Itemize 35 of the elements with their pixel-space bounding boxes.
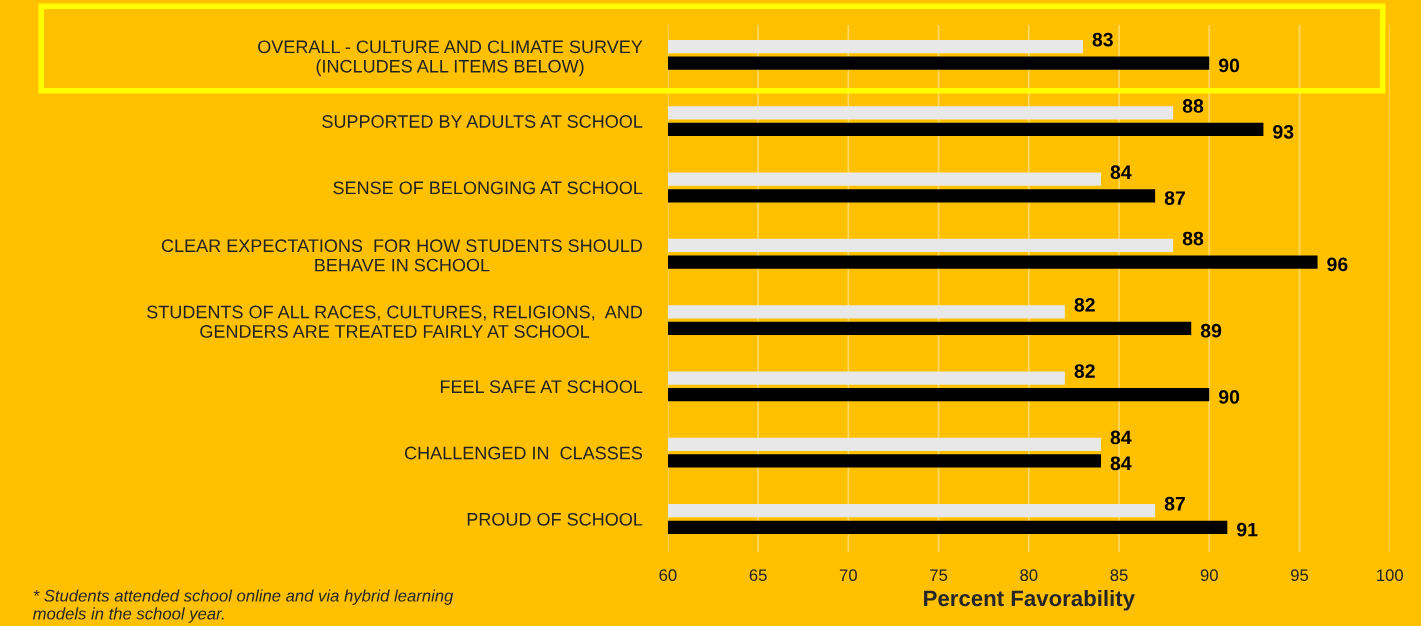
data-label: 84 [1110, 456, 1132, 471]
data-label: 87 [1164, 496, 1185, 511]
data-label: 93 [1273, 124, 1294, 139]
y-tick-label: STUDENTS OF ALL RACES, CULTURES, RELIGIONS, AND GENDERS ARE TREATED FAIRLY AT SCHOOL [147, 305, 643, 338]
data-label: 84 [1110, 165, 1132, 180]
x-tick-label: 80 [1020, 569, 1038, 582]
data-label: 88 [1182, 231, 1204, 246]
y-tick-label: SENSE OF BELONGING AT SCHOOL [333, 181, 643, 195]
x-tick-label: 95 [1291, 569, 1309, 582]
data-label: 83 [1092, 32, 1113, 47]
x-tick-label: 60 [659, 569, 677, 582]
y-tick-label: SUPPORTED BY ADULTS AT SCHOOL [322, 115, 643, 128]
x-tick-label: 75 [930, 569, 948, 582]
data-label: 82 [1074, 364, 1095, 379]
data-label: 82 [1074, 297, 1095, 312]
data-label: 96 [1327, 257, 1348, 272]
y-tick-label: CLEAR EXPECTATIONS FOR HOW STUDENTS SHOULD BEHAVE IN SCHOOL [161, 239, 642, 272]
y-tick-label: CHALLENGED IN CLASSES [404, 446, 643, 460]
data-label: 89 [1200, 323, 1222, 338]
x-tick-label: 100 [1377, 569, 1403, 582]
data-label: 91 [1237, 522, 1258, 537]
x-tick-label: 65 [749, 569, 767, 582]
x-tick-label: 90 [1200, 569, 1218, 582]
data-label: 84 [1110, 430, 1132, 445]
text: * Students attended school online and via hybrid learning models in the school year. [32, 589, 454, 623]
data-label: 88 [1182, 99, 1204, 113]
y-tick-label: FEEL SAFE AT SCHOOL [440, 380, 643, 394]
x-axis-title: Percent Favorability [924, 589, 1135, 611]
data-label: 90 [1218, 58, 1240, 73]
x-tick-label: 85 [1110, 569, 1128, 582]
y-tick-label: OVERALL - CULTURE AND CLIMATE SURVEY (INCLUDES ALL ITEMS BELOW) [258, 40, 643, 77]
y-tick-label: PROUD OF SCHOOL [467, 512, 643, 526]
data-label: 87 [1164, 191, 1185, 205]
data-label: 90 [1218, 390, 1240, 404]
x-tick-label: 70 [839, 569, 857, 582]
